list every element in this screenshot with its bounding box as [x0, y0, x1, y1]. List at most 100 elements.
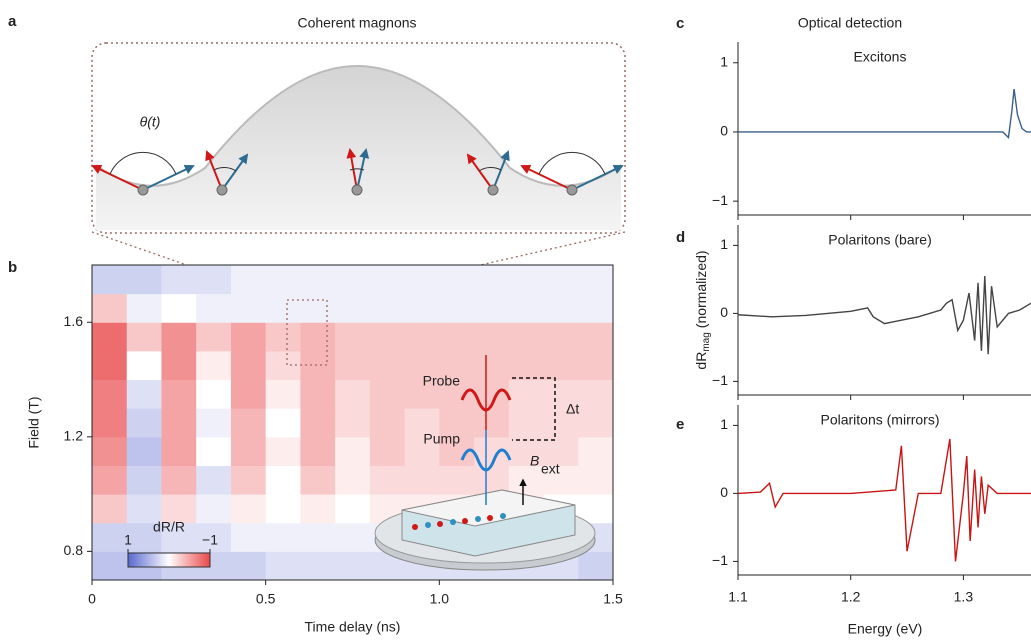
heat-cell: [369, 293, 406, 323]
heat-cell: [369, 408, 406, 438]
heat-cell: [369, 322, 406, 352]
heat-cell: [578, 465, 614, 495]
heat-cell: [265, 494, 301, 524]
heat-cell: [300, 465, 336, 495]
y-tick-label: −1: [712, 552, 728, 568]
y-tick-label: 1: [720, 416, 728, 432]
heat-cell: [335, 494, 371, 524]
panel-title: Polaritons (bare): [828, 232, 932, 248]
heat-cell: [543, 408, 579, 438]
axis-spine: [737, 42, 1031, 216]
heat-cell: [230, 293, 267, 323]
heat-cell: [196, 265, 232, 295]
colorbar: [127, 552, 211, 568]
heat-cell: [439, 350, 475, 381]
y-axis-label-part: (normalized): [693, 250, 709, 328]
heat-cell: [508, 436, 545, 466]
axis-spine: [737, 225, 1031, 396]
x-tick-label: 1.2: [841, 589, 861, 605]
heat-cell: [474, 265, 510, 295]
heat-cell: [543, 465, 579, 495]
heat-cell: [265, 379, 301, 409]
heat-cell: [404, 322, 440, 352]
y-tick-label: 0: [720, 304, 728, 320]
heat-cell: [126, 379, 162, 409]
probe-label: Probe: [423, 373, 461, 389]
y-tick-label: 0: [720, 484, 728, 500]
colorbar-tick-label: −1: [202, 532, 218, 548]
heat-cell: [126, 522, 162, 552]
x-axis-label: Energy (eV): [848, 621, 923, 637]
field-label: B: [530, 453, 539, 469]
heat-cell: [300, 293, 336, 323]
section-title: Optical detection: [798, 15, 902, 31]
heat-cell: [230, 436, 267, 466]
panel-label: b: [8, 259, 17, 276]
heat-cell: [230, 465, 267, 495]
heat-cell: [161, 350, 197, 381]
heat-cell: [300, 494, 336, 524]
y-axis-label: Field (T): [26, 396, 42, 448]
colorbar-tick-label: 1: [124, 532, 132, 548]
heat-cell: [543, 265, 579, 295]
heat-cell: [161, 408, 197, 438]
heat-cell: [369, 350, 406, 381]
heat-cell: [300, 379, 336, 409]
heat-cell: [265, 522, 301, 552]
heat-cell: [439, 293, 475, 323]
heat-cell: [578, 293, 614, 323]
heat-cell: [230, 350, 267, 381]
heat-cell: [439, 265, 475, 295]
heat-cell: [578, 350, 614, 381]
y-axis-label: dRmag (normalized): [693, 250, 712, 369]
x-axis-label: Time delay (ns): [305, 619, 401, 635]
pump-label: Pump: [423, 431, 460, 447]
heat-cell: [578, 436, 614, 466]
heat-cell: [196, 465, 232, 495]
x-tick-label: 1.3: [954, 589, 974, 605]
x-tick-label: 1.5: [603, 591, 623, 607]
heat-cell: [474, 350, 510, 381]
heat-cell: [126, 494, 162, 524]
magnon-diagram: [91, 42, 626, 234]
heat-cell: [161, 379, 197, 409]
heat-cell: [508, 408, 545, 438]
colorbar-label: dR/R: [153, 519, 185, 535]
heat-cell: [508, 322, 545, 352]
heat-cell: [335, 436, 371, 466]
heat-cell: [578, 494, 614, 524]
heat-cell: [126, 436, 162, 466]
experiment-inset: [286, 299, 596, 571]
heat-cell: [369, 436, 406, 466]
heat-cell: [474, 293, 510, 323]
heat-cell: [335, 522, 371, 552]
heat-cell: [543, 293, 579, 323]
heat-cell: [126, 350, 162, 381]
panel-label: a: [8, 13, 17, 30]
delay-label: Δt: [566, 401, 579, 417]
heat-cell: [508, 379, 545, 409]
heat-cell: [92, 322, 128, 352]
heat-cell: [196, 494, 232, 524]
heat-cell: [92, 436, 128, 466]
heat-cell: [439, 379, 475, 409]
heat-cell: [578, 379, 614, 409]
y-tick-label: 1: [720, 236, 728, 252]
heat-cell: [92, 551, 128, 581]
spectrum-line: [738, 88, 1031, 139]
heat-cell: [543, 350, 579, 381]
heat-cell: [335, 322, 371, 352]
heat-cell: [404, 350, 440, 381]
x-tick-label: 1.0: [430, 591, 450, 607]
heat-cell: [265, 322, 301, 352]
heat-cell: [196, 379, 232, 409]
y-tick-label: −1: [712, 372, 728, 388]
y-tick-label: 1: [720, 53, 728, 69]
heat-cell: [230, 408, 267, 438]
heat-cell: [578, 408, 614, 438]
heat-cell: [161, 522, 197, 552]
y-tick-label: 0.8: [64, 542, 84, 558]
y-axis-label-part: dR: [693, 352, 709, 370]
